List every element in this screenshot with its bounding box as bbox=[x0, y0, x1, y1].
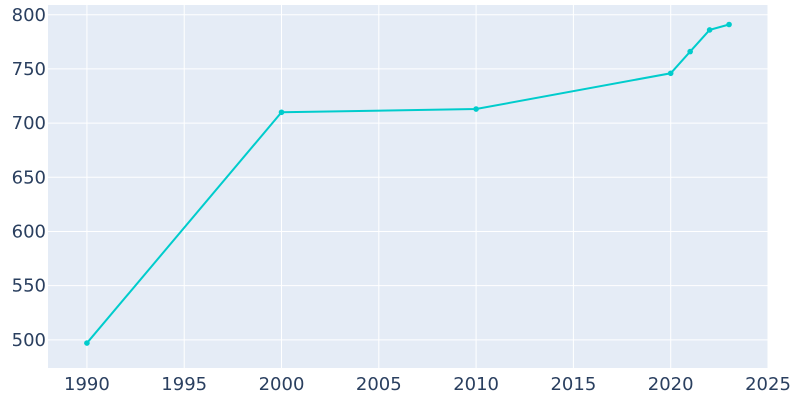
x-gridlines bbox=[86, 5, 769, 368]
data-point[interactable] bbox=[84, 340, 90, 346]
x-tick-label: 2025 bbox=[745, 374, 791, 395]
data-point[interactable] bbox=[687, 48, 693, 55]
x-tick-label: 2000 bbox=[259, 374, 305, 395]
y-tick-label: 500 bbox=[12, 330, 46, 351]
y-axis-ticks: 500 550 600 650 700 750 800 bbox=[12, 5, 46, 351]
y-tick-label: 750 bbox=[12, 59, 46, 80]
y-tick-label: 600 bbox=[12, 221, 46, 242]
data-point[interactable] bbox=[278, 109, 285, 116]
x-tick-label: 2015 bbox=[550, 374, 596, 395]
x-tick-label: 2005 bbox=[356, 374, 402, 395]
data-point[interactable] bbox=[667, 70, 674, 77]
x-tick-label: 1995 bbox=[161, 374, 207, 395]
y-gridlines bbox=[48, 14, 768, 341]
data-point[interactable] bbox=[473, 106, 479, 112]
data-point[interactable] bbox=[706, 27, 713, 33]
series-group bbox=[84, 21, 732, 346]
x-axis-ticks: 1990 1995 2000 2005 2010 2015 2020 2025 bbox=[64, 374, 791, 395]
y-tick-label: 800 bbox=[12, 5, 46, 26]
x-tick-label: 2020 bbox=[648, 374, 694, 395]
plot-background bbox=[48, 5, 768, 368]
y-tick-label: 550 bbox=[12, 276, 46, 297]
y-tick-label: 650 bbox=[12, 167, 46, 188]
x-tick-label: 2010 bbox=[453, 374, 499, 395]
data-point[interactable] bbox=[726, 21, 732, 28]
x-tick-label: 1990 bbox=[64, 374, 110, 395]
y-tick-label: 700 bbox=[12, 113, 46, 134]
